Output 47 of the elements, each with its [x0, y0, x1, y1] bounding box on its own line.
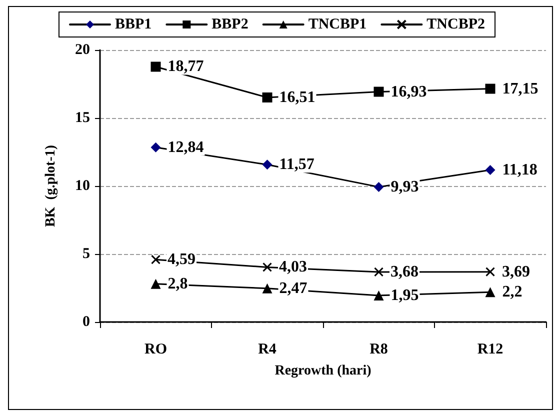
data-label: 12,84: [168, 138, 204, 156]
point: [262, 283, 272, 294]
x-axis-title: Regrowth (hari): [274, 364, 372, 378]
legend-label: BBP2: [212, 16, 248, 32]
y-axis-title: BK (g.plot-1): [44, 144, 58, 228]
point: [485, 164, 496, 175]
x-tick-label: R12: [477, 342, 504, 358]
y-tick-label: 5: [82, 246, 90, 262]
point: [485, 84, 496, 94]
point: [486, 267, 495, 277]
legend-label: TNCBP2: [426, 16, 486, 32]
point: [262, 92, 272, 102]
data-label: 2,2: [502, 284, 522, 301]
point: [262, 262, 272, 272]
y-tick-label: 20: [75, 42, 90, 58]
data-label: 2,8: [168, 275, 188, 292]
x-tick-label: R8: [370, 342, 388, 358]
data-label: 3,68: [390, 263, 418, 280]
legend-label: BBP1: [114, 16, 152, 32]
legend-label: TNCBP1: [308, 16, 367, 32]
data-label: 9,93: [390, 178, 419, 196]
data-label: 16,51: [279, 88, 316, 106]
point: [150, 278, 161, 289]
data-label: 16,93: [390, 83, 427, 100]
point: [150, 62, 161, 72]
point: [262, 160, 272, 170]
y-tick-label: 10: [75, 178, 90, 194]
data-label: 18,77: [168, 58, 204, 76]
data-label: 17,15: [502, 80, 538, 98]
data-label: 11,57: [279, 156, 314, 174]
point: [485, 287, 496, 298]
point: [374, 182, 384, 192]
x-tick-label: R4: [258, 342, 277, 358]
y-tick-label: 15: [75, 110, 90, 126]
x-tick-label: RO: [144, 342, 167, 358]
point: [374, 267, 384, 277]
y-tick-label: 0: [82, 314, 90, 330]
point: [374, 86, 384, 97]
data-label: 11,18: [502, 161, 538, 178]
data-label: 4,03: [279, 258, 307, 276]
point: [151, 254, 160, 264]
data-label: 2,47: [279, 280, 308, 297]
point: [374, 290, 384, 300]
point: [150, 142, 161, 152]
data-label: 1,95: [390, 286, 419, 304]
data-label: 3,69: [502, 263, 530, 280]
data-label: 4,59: [168, 251, 196, 268]
